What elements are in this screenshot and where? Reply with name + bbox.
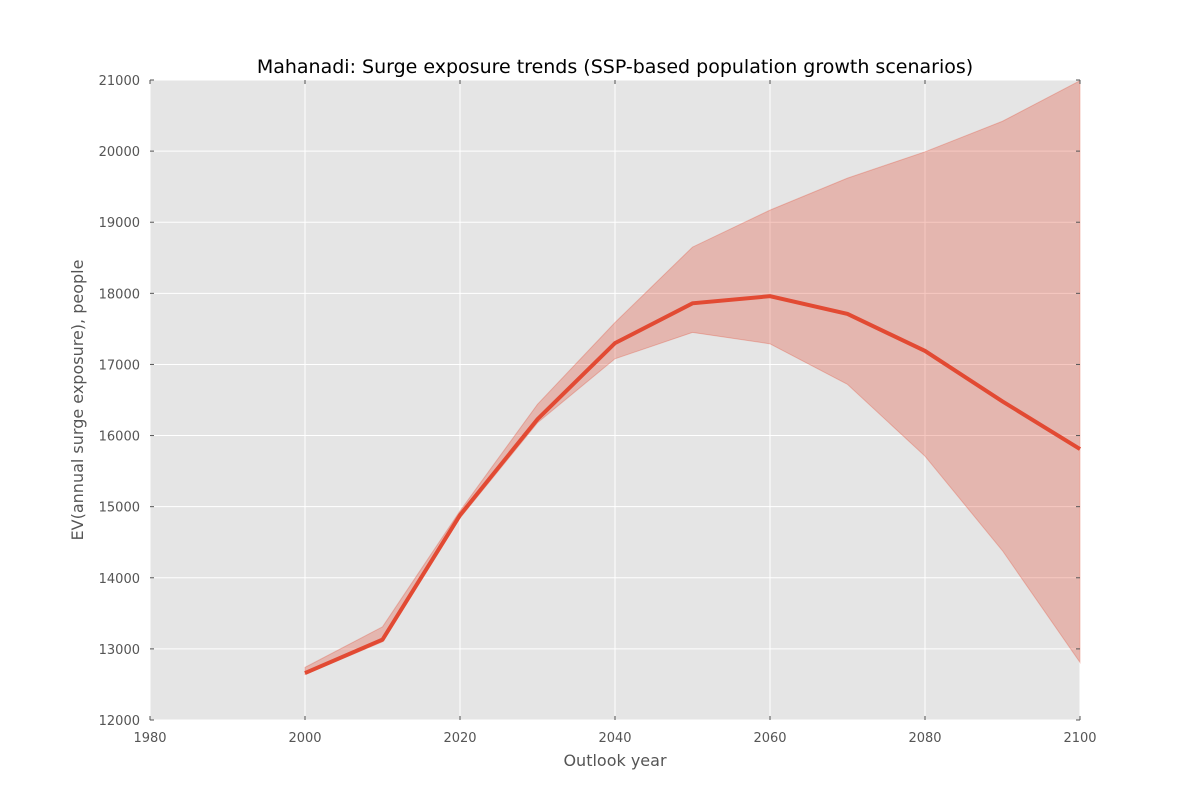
y-axis-label: EV(annual surge exposure), people bbox=[68, 260, 87, 541]
x-tick-label: 2060 bbox=[753, 731, 786, 746]
y-tick-label: 18000 bbox=[99, 287, 140, 302]
chart-title: Mahanadi: Surge exposure trends (SSP-bas… bbox=[257, 56, 973, 78]
y-tick-label: 16000 bbox=[99, 430, 140, 445]
x-tick-label: 1980 bbox=[133, 731, 166, 746]
y-tick-label: 15000 bbox=[99, 501, 140, 516]
y-tick-label: 12000 bbox=[99, 714, 140, 729]
y-tick-label: 17000 bbox=[99, 358, 140, 373]
scenario-range-band bbox=[304, 79, 1081, 676]
y-tick-label: 13000 bbox=[99, 643, 140, 658]
series-line bbox=[304, 294, 1082, 675]
y-tick-label: 20000 bbox=[99, 145, 140, 160]
y-tick-label: 14000 bbox=[99, 572, 140, 587]
x-tick-label: 2100 bbox=[1063, 731, 1096, 746]
axis-ticks: 1980 2000 2020 2040 2060 2080 2100 12000 13000 14… bbox=[99, 74, 1097, 746]
y-tick-label: 21000 bbox=[99, 74, 140, 89]
x-tick-label: 2040 bbox=[598, 731, 631, 746]
y-tick-label: 19000 bbox=[99, 216, 140, 231]
x-tick-label: 2000 bbox=[288, 731, 321, 746]
x-tick-label: 2020 bbox=[443, 731, 476, 746]
x-tick-label: 2080 bbox=[908, 731, 941, 746]
x-axis-label: Outlook year bbox=[563, 751, 667, 770]
